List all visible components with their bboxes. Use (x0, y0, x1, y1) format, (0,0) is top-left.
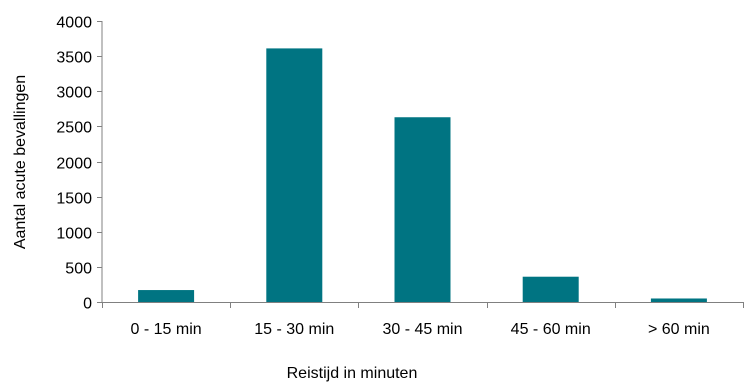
x-tick-label: 45 - 60 min (511, 321, 591, 338)
x-tick-label: 15 - 30 min (254, 321, 334, 338)
y-tick-label: 2000 (56, 156, 92, 173)
bar (394, 117, 451, 303)
bar (522, 276, 579, 302)
x-axis: 0 - 15 min 15 - 30 min 30 - 45 min 45 - 60 … (102, 302, 744, 338)
bar (266, 48, 323, 303)
y-tick-label: 2500 (56, 120, 92, 137)
y-tick-label: 1500 (56, 191, 92, 208)
y-tick-label: 4000 (56, 15, 92, 32)
x-tick-label: 30 - 45 min (382, 321, 462, 338)
y-tick-label: 3500 (56, 50, 92, 67)
y-tick-label: 3000 (56, 85, 92, 102)
y-tick-label: 1000 (56, 226, 92, 243)
x-tick-label: > 60 min (648, 321, 710, 338)
y-tick-label: 500 (65, 261, 92, 278)
bar (650, 298, 707, 302)
y-axis: 0 500 1000 1500 2000 2500 3000 3500 4000 (56, 15, 103, 313)
y-tick-label: 0 (83, 296, 92, 313)
bar (138, 290, 195, 302)
bars (138, 48, 707, 303)
x-tick-label: 0 - 15 min (131, 321, 202, 338)
y-axis-title: Aantal acute bevallingen (12, 75, 29, 249)
x-axis-title: Reistijd in minuten (287, 365, 418, 382)
